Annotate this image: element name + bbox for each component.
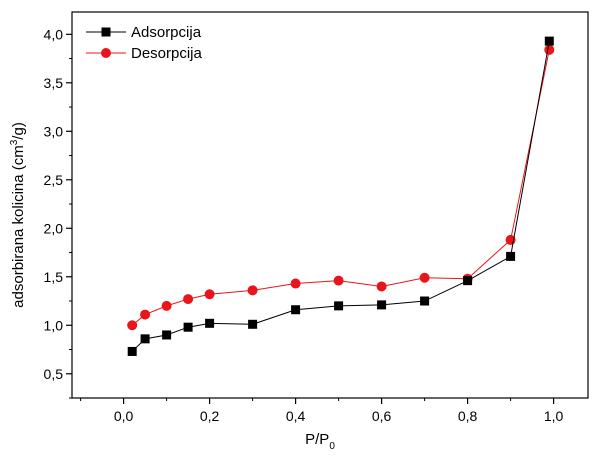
data-point xyxy=(183,294,194,305)
legend-label: Desorpcija xyxy=(131,45,203,62)
data-point xyxy=(544,44,555,55)
y-tick-label: 2,0 xyxy=(44,220,64,236)
legend: Adsorpcija Desorpcija xyxy=(86,24,203,62)
data-point xyxy=(334,301,344,311)
legend-marker xyxy=(101,48,111,58)
legend-label: Adsorpcija xyxy=(131,24,202,41)
y-tick-label: 3,5 xyxy=(44,75,64,91)
data-point xyxy=(161,300,172,311)
data-point xyxy=(333,275,344,286)
y-tick-label: 1,0 xyxy=(44,317,64,333)
y-axis-title: adsorbirana kolicina (cm3/g) xyxy=(9,122,27,308)
plot-border xyxy=(71,11,589,399)
x-tick-label: 0,4 xyxy=(286,408,306,424)
x-axis-title: P/P0 xyxy=(305,431,335,452)
series-adsorpcija xyxy=(127,36,554,356)
series-desorpcija xyxy=(127,44,555,331)
data-point xyxy=(506,251,516,261)
data-point xyxy=(377,300,387,310)
x-tick-label: 0,8 xyxy=(458,408,478,424)
data-point xyxy=(247,285,258,296)
x-tick-label: 0,2 xyxy=(200,408,220,424)
legend-item: Desorpcija xyxy=(86,45,203,62)
y-tick-label: 4,0 xyxy=(44,26,64,42)
y-axis-title-superscript: 3 xyxy=(9,139,20,145)
data-point xyxy=(127,346,137,356)
data-point xyxy=(420,296,430,306)
legend-item: Adsorpcija xyxy=(86,24,202,41)
data-point xyxy=(205,318,215,328)
data-point xyxy=(463,276,473,286)
data-point xyxy=(140,334,150,344)
data-point xyxy=(183,322,193,332)
x-tick-label: 1,0 xyxy=(544,408,564,424)
plot-frame xyxy=(71,11,589,399)
y-tick-label: 2,5 xyxy=(44,172,64,188)
data-point xyxy=(204,289,215,300)
data-point xyxy=(127,320,138,331)
data-point xyxy=(544,36,554,46)
y-axis: 0,5 1,0 1,5 2,0 2,5 3,0 3,5 4,0 xyxy=(44,26,72,399)
data-point xyxy=(248,319,258,329)
x-axis-title-subscript: 0 xyxy=(329,441,335,452)
y-tick-label: 1,5 xyxy=(44,269,64,285)
x-tick-label: 0,6 xyxy=(372,408,392,424)
data-point xyxy=(162,330,172,340)
y-tick-label: 3,0 xyxy=(44,123,64,139)
y-tick-label: 0,5 xyxy=(44,366,64,382)
legend-marker xyxy=(101,27,111,37)
data-point xyxy=(419,272,430,283)
data-point xyxy=(376,281,387,292)
x-axis: 0,0 0,2 0,4 0,6 0,8 1,0 xyxy=(80,398,564,424)
data-point xyxy=(290,278,301,289)
data-point xyxy=(291,305,301,315)
data-point xyxy=(140,309,151,320)
x-tick-label: 0,0 xyxy=(114,408,134,424)
y-axis-title-suffix: /g) xyxy=(10,122,27,140)
series-layer xyxy=(127,36,555,356)
